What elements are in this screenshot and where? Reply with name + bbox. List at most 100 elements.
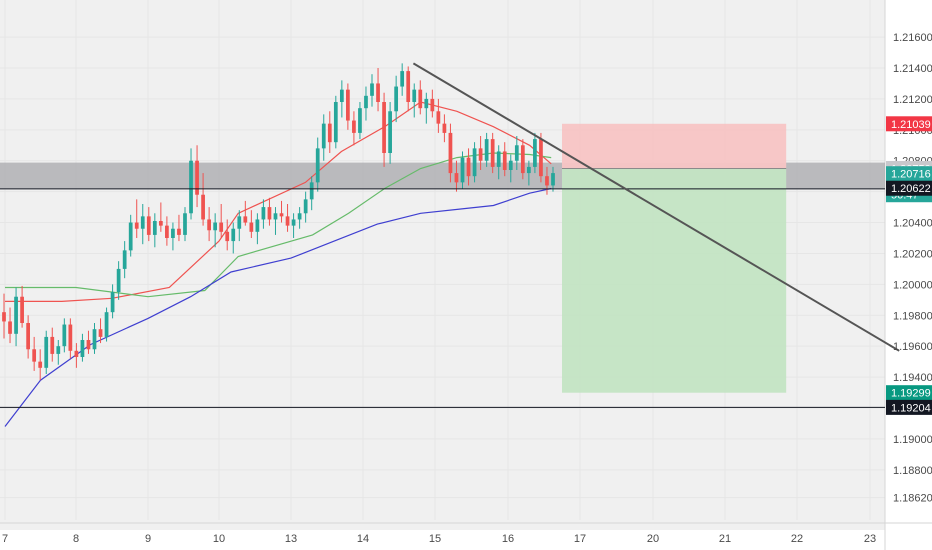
candle-body [514, 145, 519, 161]
candle-body [472, 148, 477, 177]
x-tick-label: 20 [647, 533, 659, 545]
candle-body [207, 219, 211, 231]
x-tick-label: 14 [357, 533, 369, 545]
candle-body [291, 219, 296, 226]
x-tick-label: 17 [574, 533, 586, 545]
candle-body [279, 213, 284, 217]
candle-body [116, 268, 121, 293]
candle-body [508, 160, 513, 170]
price-tag-label: 1.19299 [891, 388, 931, 400]
y-tick-label: 1.20200 [893, 248, 932, 260]
moving-average-line [5, 101, 552, 302]
x-tick-label: 23 [864, 533, 876, 545]
candle-body [303, 199, 308, 214]
candle-body [255, 219, 260, 232]
candle-body [261, 207, 266, 220]
candle-body [352, 120, 356, 133]
price-tag-label: 1.19204 [891, 402, 931, 414]
candle-body [309, 182, 314, 200]
price-tag-label: 1.20716 [891, 169, 931, 181]
x-tick-label: 13 [285, 533, 297, 545]
candle-body [315, 148, 320, 183]
candle-body [478, 148, 483, 161]
candle-body [412, 89, 417, 102]
trend-line [412, 62, 900, 352]
candle-body [26, 323, 31, 350]
y-tick-label: 1.21400 [893, 63, 932, 75]
candle-body [243, 216, 248, 223]
candle-body [333, 102, 338, 143]
candle-body [539, 139, 543, 177]
candle-body [418, 89, 423, 109]
stop-loss-zone [562, 123, 787, 169]
candle-body [400, 71, 405, 87]
candle-body [460, 157, 465, 183]
x-tick-label: 15 [429, 533, 441, 545]
candle-body [394, 86, 399, 112]
candle-body [249, 222, 254, 232]
candle-body [158, 221, 163, 226]
candle-body [376, 83, 380, 102]
candle-body [545, 176, 549, 186]
time-axis: 7 8 9 10 13 14 15 16 17 20 21 22 23 [2, 533, 876, 545]
x-tick-label: 22 [791, 533, 803, 545]
candle-body [201, 194, 205, 220]
candle-body [171, 228, 175, 238]
x-tick-label: 8 [73, 533, 79, 545]
candles-layer [2, 63, 555, 381]
candle-body [14, 296, 18, 334]
candle-body [92, 329, 97, 350]
candle-body [551, 173, 555, 186]
candle-body [406, 71, 411, 102]
price-tag-label: 1.20622 [891, 183, 931, 195]
y-tick-label: 1.21600 [893, 32, 932, 44]
price-tag-label: 1.21039 [891, 119, 931, 131]
candle-body [122, 250, 127, 269]
candle-body [285, 216, 290, 226]
candle-body [74, 350, 79, 357]
x-tick-label: 9 [145, 533, 151, 545]
candle-body [20, 296, 24, 323]
candle-body [80, 340, 85, 357]
candle-body [321, 123, 326, 149]
candle-body [327, 123, 332, 143]
candle-body [533, 139, 537, 167]
candle-body [38, 361, 43, 368]
candle-body [484, 139, 489, 161]
candle-body [2, 312, 6, 322]
candle-body [496, 151, 501, 167]
candle-body [128, 222, 133, 251]
candle-body [32, 349, 37, 362]
y-tick-label: 1.19800 [893, 310, 932, 322]
candle-body [358, 108, 362, 133]
price-tag-background [886, 180, 932, 196]
x-tick-label: 10 [213, 533, 225, 545]
candle-body [448, 132, 453, 174]
candle-body [502, 151, 507, 170]
candle-body [364, 95, 368, 109]
candle-body [490, 139, 495, 167]
x-tick-label: 16 [502, 533, 514, 545]
y-tick-label: 1.18620 [893, 493, 932, 505]
lines-layer [0, 62, 900, 408]
candle-body [370, 83, 374, 96]
y-tick-label: 1.20400 [893, 218, 932, 230]
candle-body [56, 346, 61, 354]
candle-body [219, 222, 224, 232]
y-tick-label: 1.19400 [893, 372, 932, 384]
price-tag-background [886, 116, 932, 132]
y-tick-label: 1.19000 [893, 434, 932, 446]
price-tag-background [886, 385, 932, 401]
moving-average-line [4, 187, 552, 427]
candle-body [454, 173, 459, 183]
candle-body [231, 228, 236, 242]
y-tick-label: 1.19600 [893, 341, 932, 353]
candle-body [110, 292, 115, 313]
candle-body [195, 160, 199, 195]
candle-body [436, 111, 441, 124]
candle-body [44, 336, 49, 368]
candle-body [297, 213, 302, 220]
candle-body [183, 213, 187, 235]
